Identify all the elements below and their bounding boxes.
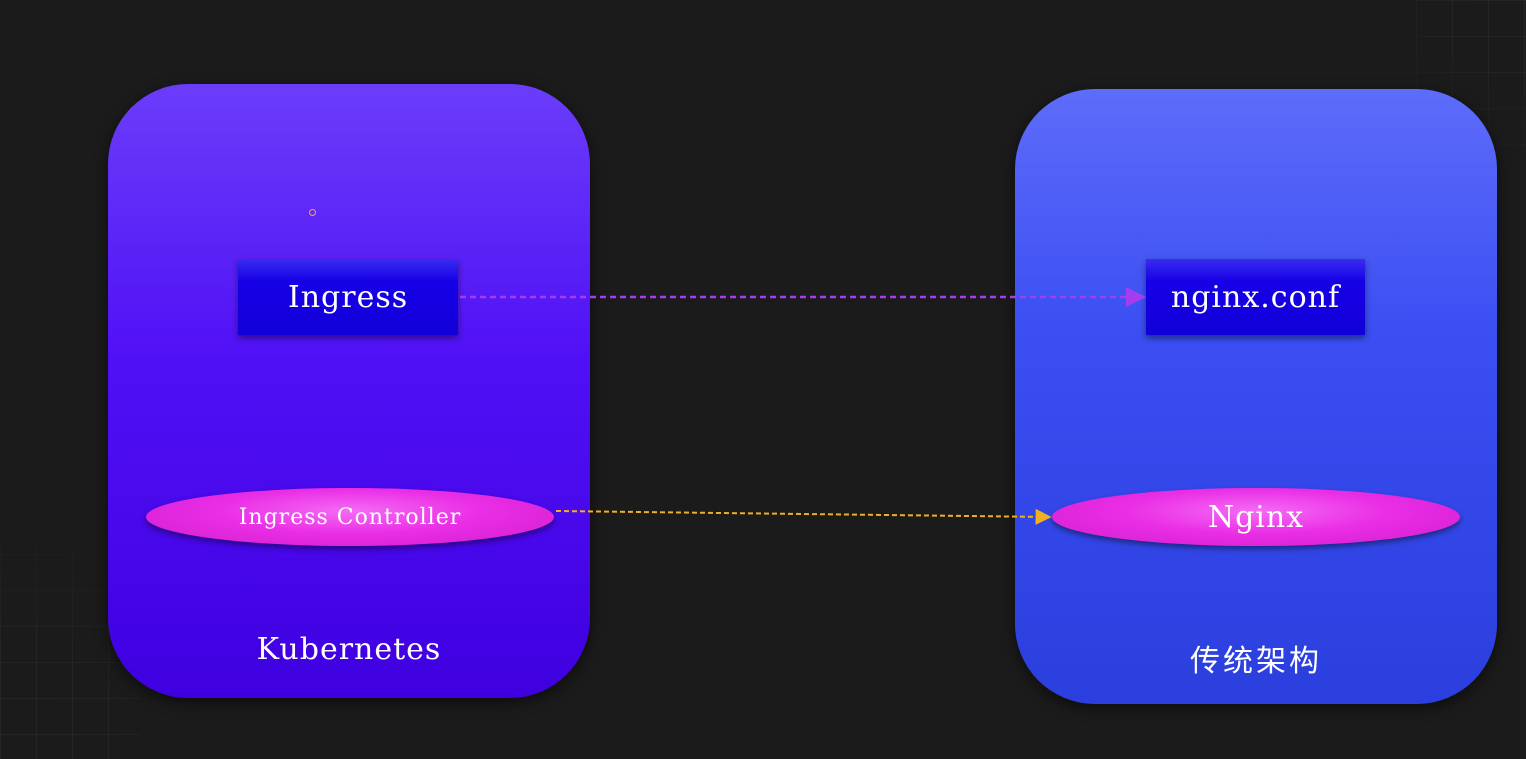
- ingress-node[interactable]: Ingress: [238, 259, 458, 335]
- ingress-controller-node[interactable]: Ingress Controller: [146, 488, 554, 546]
- controller-to-nginx-arrow: [555, 508, 1052, 525]
- nginx-conf-label: nginx.conf: [1170, 279, 1341, 315]
- kubernetes-panel-label: Kubernetes: [256, 632, 442, 667]
- traditional-panel-label: 传统架构: [1190, 644, 1322, 679]
- nginx-conf-node[interactable]: nginx.conf: [1146, 259, 1365, 335]
- kubernetes-panel: [108, 84, 590, 698]
- traditional-architecture-panel: [1015, 89, 1497, 704]
- small-circle-marker: [309, 209, 316, 216]
- ingress-controller-label: Ingress Controller: [238, 504, 462, 530]
- nginx-label: Nginx: [1207, 499, 1305, 535]
- nginx-node[interactable]: Nginx: [1052, 488, 1460, 546]
- ingress-label: Ingress: [287, 279, 409, 315]
